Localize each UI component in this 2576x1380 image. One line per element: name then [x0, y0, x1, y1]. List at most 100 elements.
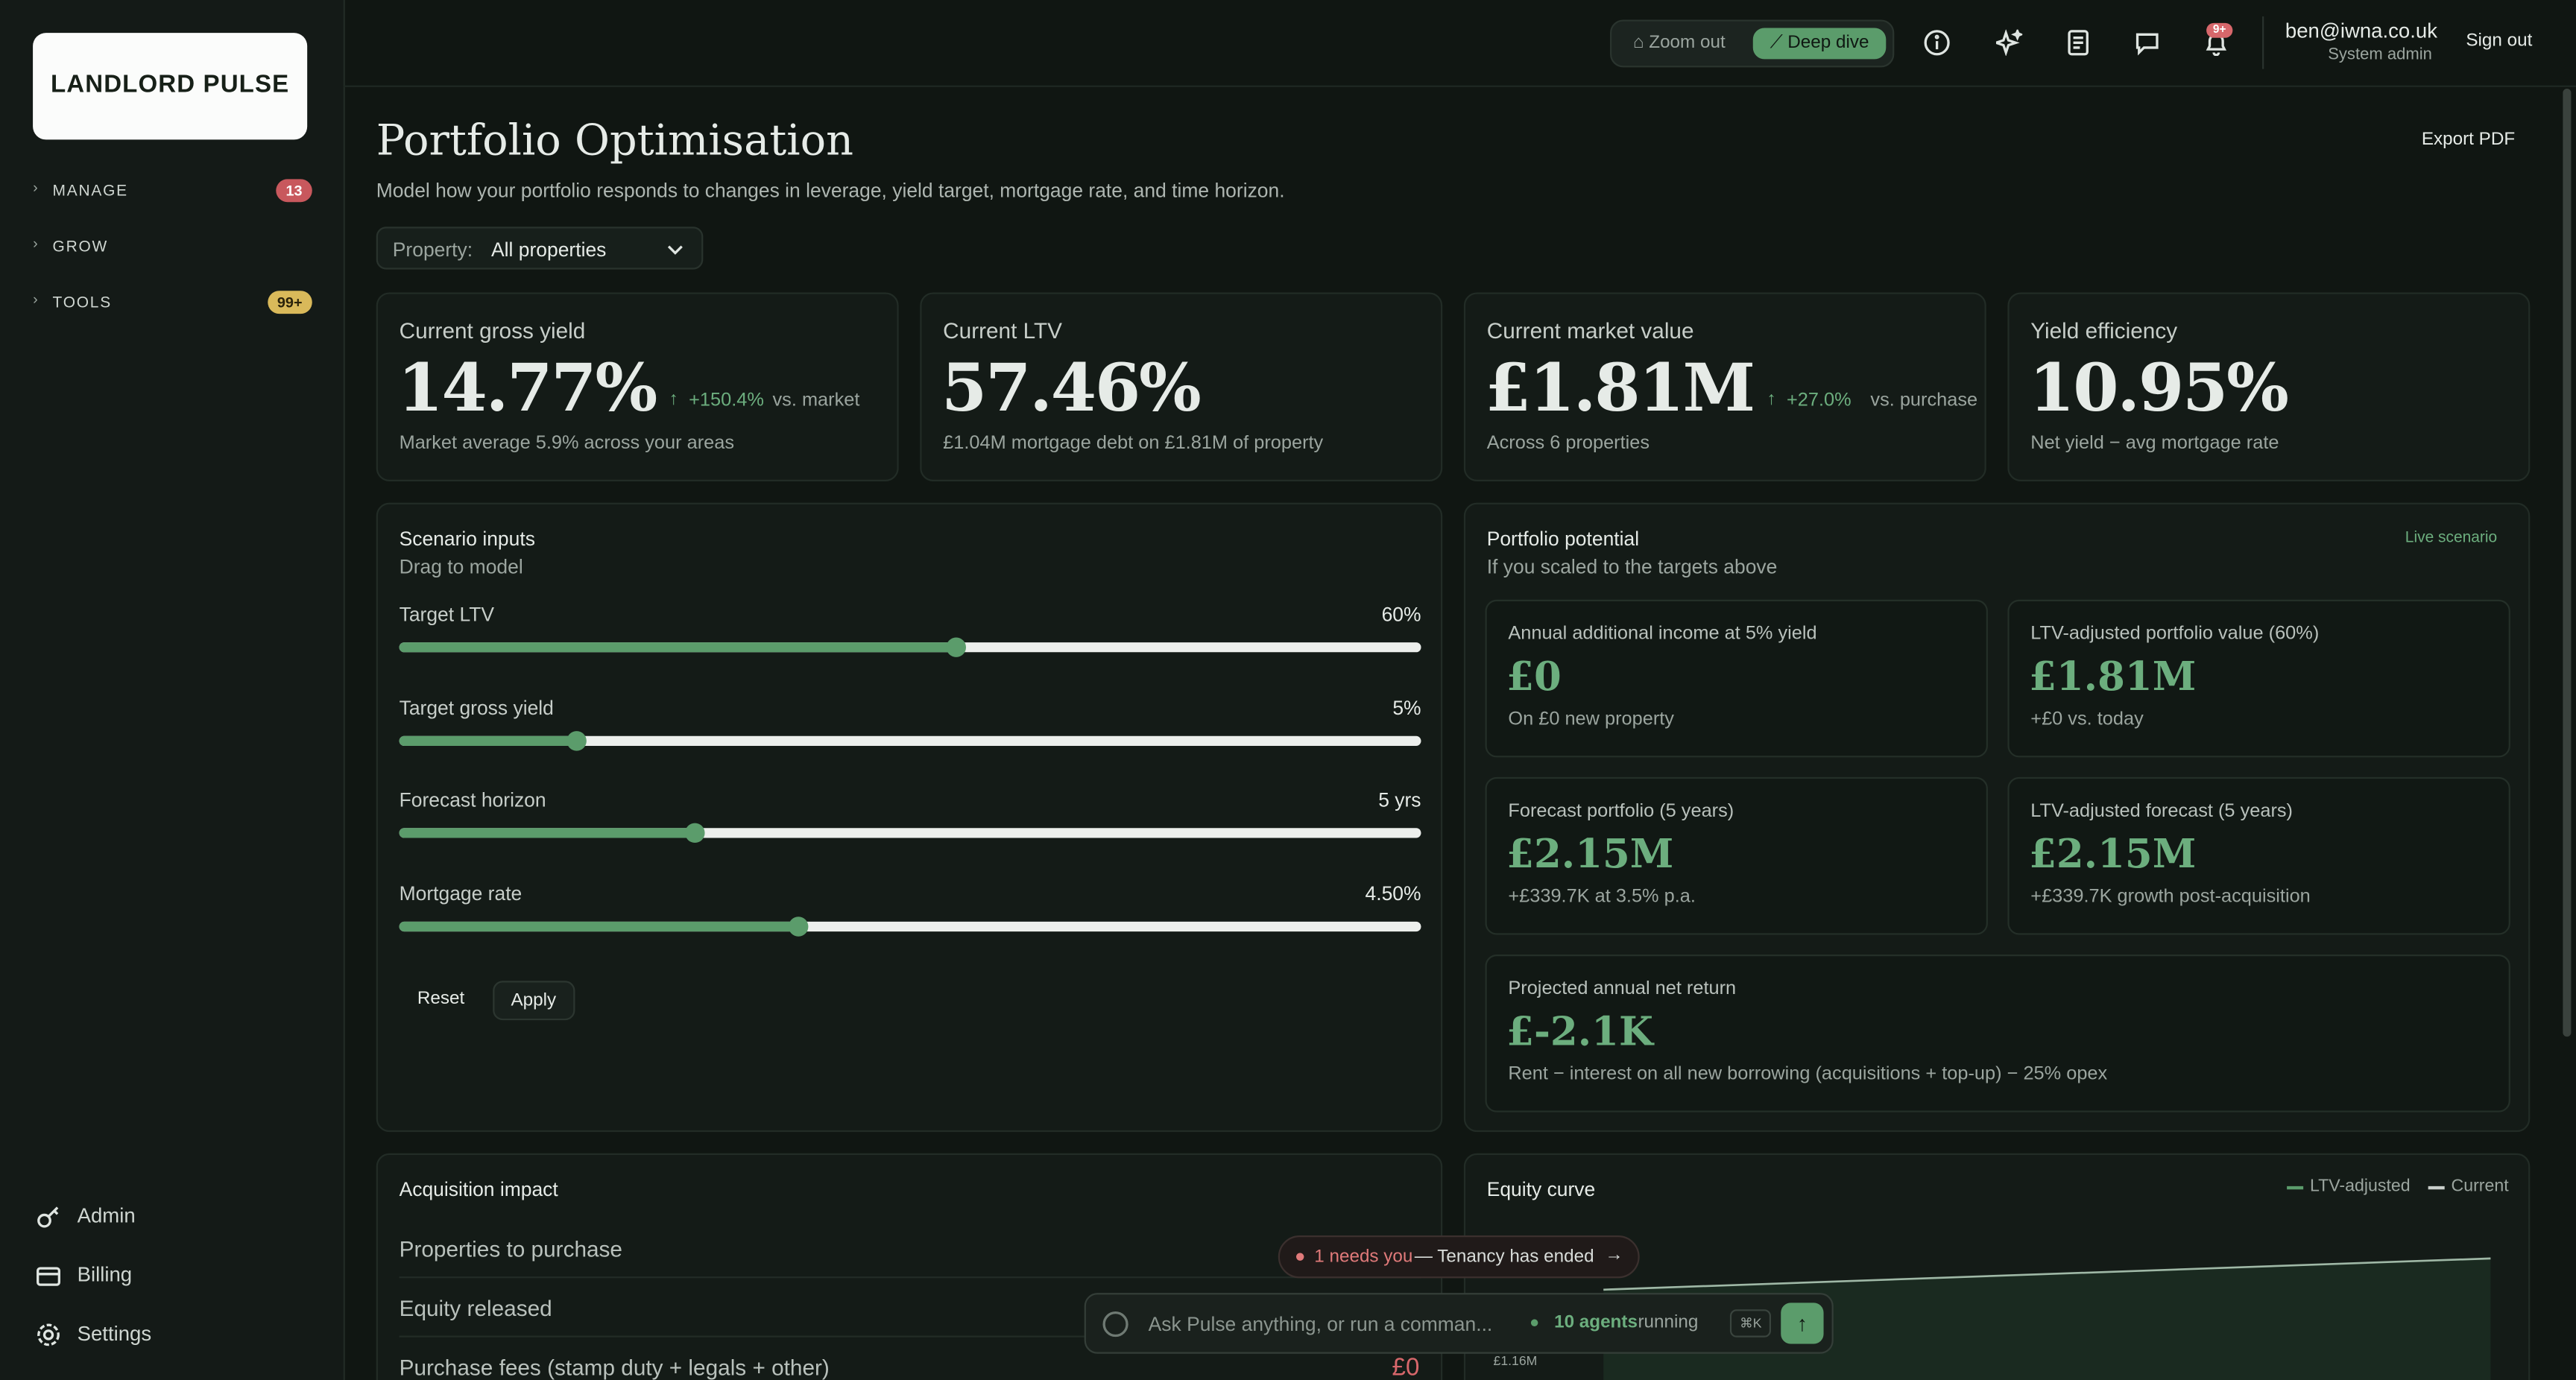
- footer-icon: [37, 1323, 60, 1346]
- kpi-note: £1.04M mortgage debt on £1.81M of proper…: [943, 434, 1324, 454]
- sidebar-footer-item[interactable]: Billing: [36, 1262, 315, 1291]
- slider[interactable]: Forecast horizon 5 yrs: [399, 788, 1421, 855]
- slider[interactable]: Mortgage rate 4.50%: [399, 882, 1421, 948]
- sparkle-icon[interactable]: [1995, 29, 2023, 56]
- equity-line: [1603, 1257, 2491, 1291]
- view-toggle: ⌂ Zoom out ⟋ Deep dive: [1610, 19, 1895, 68]
- property-select[interactable]: Property: All properties: [376, 227, 704, 270]
- slider[interactable]: Target gross yield 5%: [399, 696, 1421, 762]
- nav-item[interactable]: › GROW: [19, 233, 315, 259]
- user-role: System admin: [2328, 45, 2432, 64]
- kpi-label: Current gross yield: [399, 318, 586, 344]
- logo: LANDLORD PULSE: [50, 70, 290, 99]
- kpi-note: Market average 5.9% across your areas: [399, 434, 735, 454]
- footer-icon: [37, 1206, 59, 1228]
- chevron: ›: [33, 291, 38, 308]
- potential-card: LTV-adjusted forecast (5 years) £2.15M +£3…: [2007, 776, 2510, 935]
- card-label: LTV-adjusted forecast (5 years): [2030, 801, 2294, 822]
- command-icon: [1102, 1311, 1128, 1338]
- nav-badge: 99+: [267, 291, 312, 314]
- chat-icon[interactable]: [2134, 30, 2160, 56]
- panel-subtitle: Drag to model: [399, 555, 523, 579]
- kpi-label: Current LTV: [943, 318, 1063, 344]
- info-icon[interactable]: [1924, 30, 1950, 56]
- row-divider: [399, 1335, 1421, 1338]
- sidebar: LANDLORD PULSE: [0, 0, 345, 1380]
- card-value: £2.15M: [1506, 829, 1674, 878]
- deep-dive-label: Deep dive: [1787, 33, 1869, 53]
- kpi-value: 10.95%: [2029, 349, 2289, 428]
- deep-dive-button[interactable]: ⟋ Deep dive: [1752, 28, 1887, 60]
- nav-item[interactable]: › MANAGE 13: [19, 177, 315, 203]
- slider-thumb[interactable]: [566, 730, 587, 750]
- export-pdf[interactable]: Export PDF: [2421, 130, 2516, 150]
- row-label: Equity released: [399, 1296, 552, 1321]
- card-note: +£0 vs. today: [2030, 709, 2144, 729]
- sidebar-footer-item[interactable]: Settings: [36, 1321, 315, 1351]
- docs-icon[interactable]: [2065, 30, 2092, 56]
- footer-label: Billing: [77, 1263, 133, 1287]
- kpi-value: 14.77%: [397, 349, 657, 428]
- send-button[interactable]: ↑: [1781, 1303, 1824, 1344]
- kpi-note: Across 6 properties: [1486, 434, 1650, 454]
- slider-value: 5 yrs: [1378, 788, 1421, 812]
- panel-subtitle: If you scaled to the targets above: [1486, 555, 1778, 579]
- kpi-delta: +27.0%: [1786, 390, 1852, 411]
- card-value: £0: [1506, 652, 1562, 700]
- legend-swatch: [2428, 1186, 2445, 1190]
- legend-label: LTV-adjusted: [2309, 1176, 2411, 1197]
- apply-button[interactable]: Apply: [493, 981, 575, 1021]
- legend-swatch: [2287, 1186, 2304, 1190]
- kpi-label: Yield efficiency: [2030, 318, 2178, 344]
- slider[interactable]: Target LTV 60%: [399, 603, 1421, 668]
- card-value: £2.15M: [2029, 829, 2197, 878]
- card-label: Forecast portfolio (5 years): [1508, 801, 1734, 822]
- kpi-card: Current gross yield 14.77% ↑ +150.4% vs. mar…: [376, 292, 899, 482]
- agents-count[interactable]: 10 agents: [1554, 1312, 1638, 1333]
- zoom-out-button[interactable]: ⌂ Zoom out: [1632, 33, 1726, 53]
- card-note: Rent − interest on all new borrowing (ac…: [1508, 1064, 2108, 1085]
- kpi-delta-arrow: ↑: [669, 389, 678, 409]
- kpi-value: 57.46%: [941, 349, 1202, 428]
- sign-out[interactable]: Sign out: [2466, 31, 2533, 51]
- slider-label: Forecast horizon: [399, 788, 546, 812]
- card-value: £1.81M: [2029, 652, 2197, 700]
- slider-fill: [399, 921, 799, 931]
- panel-title: Portfolio potential: [1486, 527, 1640, 551]
- notifications-badge: 9+: [2206, 22, 2233, 38]
- toast[interactable]: ● 1 needs you — Tenancy has ended →: [1278, 1235, 1640, 1279]
- toast-text: — Tenancy has ended: [1414, 1247, 1594, 1267]
- kpi-delta-note: vs. market: [772, 390, 860, 411]
- slider-thumb[interactable]: [946, 637, 966, 657]
- slider-thumb[interactable]: [685, 823, 706, 843]
- slider-fill: [399, 735, 578, 746]
- slider-label: Target LTV: [399, 603, 495, 627]
- user-email: ben@iwna.co.uk: [2285, 19, 2438, 43]
- kpi-delta-note: vs. purchase: [1870, 390, 1978, 411]
- kpi-delta: +150.4%: [689, 390, 764, 411]
- toast-highlight: 1 needs you: [1314, 1247, 1413, 1267]
- kpi-card: Yield efficiency 10.95% Net yield − avg mo…: [2007, 292, 2531, 482]
- potential-card: Forecast portfolio (5 years) £2.15M +£339.…: [1485, 776, 1988, 935]
- slider-thumb[interactable]: [789, 916, 809, 937]
- live-badge: Live scenario: [2405, 528, 2498, 548]
- slider-fill: [399, 828, 696, 838]
- row-value: £0: [1392, 1353, 1420, 1380]
- panel-title: Acquisition impact: [399, 1177, 558, 1201]
- card-label: Projected annual net return: [1508, 979, 1737, 999]
- reset-button[interactable]: Reset: [417, 989, 465, 1009]
- sidebar-footer-item[interactable]: Admin: [36, 1203, 315, 1232]
- page-subtitle: Model how your portfolio responds to cha…: [376, 179, 1285, 203]
- scenario-panel: Scenario inputs Drag to model Reset Appl…: [376, 502, 1443, 1133]
- potential-card: Projected annual net return £-2.1K Rent − …: [1485, 954, 2510, 1112]
- footer-label: Settings: [77, 1322, 152, 1346]
- row-divider: [399, 1276, 1421, 1279]
- nav-item[interactable]: › TOOLS 99+: [19, 289, 315, 315]
- command-input[interactable]: Ask Pulse anything, or run a comman...: [1148, 1312, 1493, 1336]
- zoom-out-label: Zoom out: [1649, 33, 1726, 53]
- logo-box[interactable]: LANDLORD PULSE: [33, 33, 308, 140]
- footer-label: Admin: [77, 1204, 136, 1227]
- nav-label: GROW: [52, 238, 109, 256]
